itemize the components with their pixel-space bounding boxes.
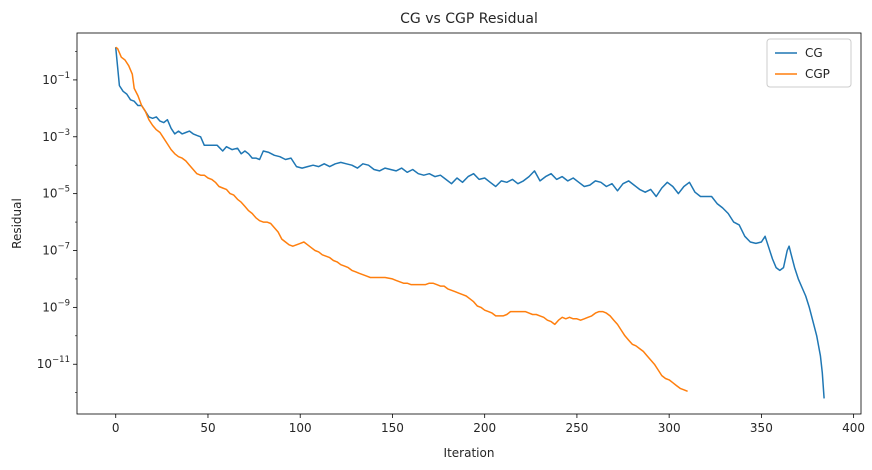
y-tick-label: 10−7 (42, 242, 70, 258)
y-tick-exponent: −5 (57, 185, 70, 195)
legend-label-cgp: CGP (805, 67, 830, 81)
y-tick-base: 10 (42, 244, 57, 258)
y-tick-exponent: −7 (57, 242, 70, 252)
y-tick-base: 10 (42, 187, 57, 201)
x-tick-label: 100 (289, 421, 312, 435)
y-tick-base: 10 (42, 130, 57, 144)
y-tick-base: 10 (42, 300, 57, 314)
legend-label-cg: CG (805, 46, 823, 60)
x-tick-label: 50 (200, 421, 215, 435)
y-tick-exponent: −1 (57, 71, 70, 81)
y-tick-exponent: −11 (52, 355, 70, 365)
x-axis-label: Iteration (444, 446, 495, 460)
y-tick-label: 10−3 (42, 128, 70, 144)
y-tick-base: 10 (37, 357, 52, 371)
x-tick-label: 200 (473, 421, 496, 435)
y-tick-base: 10 (42, 73, 57, 87)
x-tick-label: 350 (750, 421, 773, 435)
legend-box (766, 38, 852, 88)
y-tick-label: 10−9 (42, 298, 70, 314)
y-tick-label: 10−11 (37, 355, 70, 371)
series-line-cgp (115, 46, 688, 392)
y-tick-exponent: −3 (57, 128, 70, 138)
legend: CG CGP (766, 38, 852, 88)
x-tick-label: 400 (842, 421, 865, 435)
x-tick-label: 250 (565, 421, 588, 435)
y-tick-label: 10−5 (42, 185, 70, 201)
plot-area (114, 46, 825, 399)
x-tick-label: 0 (112, 421, 120, 435)
chart-title: CG vs CGP Residual (400, 11, 538, 27)
x-tick-label: 300 (658, 421, 681, 435)
series-line-cg (114, 47, 825, 399)
y-axis-label: Residual (10, 198, 24, 249)
y-tick-exponent: −9 (57, 298, 70, 308)
x-tick-label: 150 (381, 421, 404, 435)
plot-frame (76, 32, 862, 415)
y-tick-label: 10−1 (42, 71, 70, 87)
x-axis: 0 50 100 150 200 250 300 350 400 (112, 414, 865, 435)
